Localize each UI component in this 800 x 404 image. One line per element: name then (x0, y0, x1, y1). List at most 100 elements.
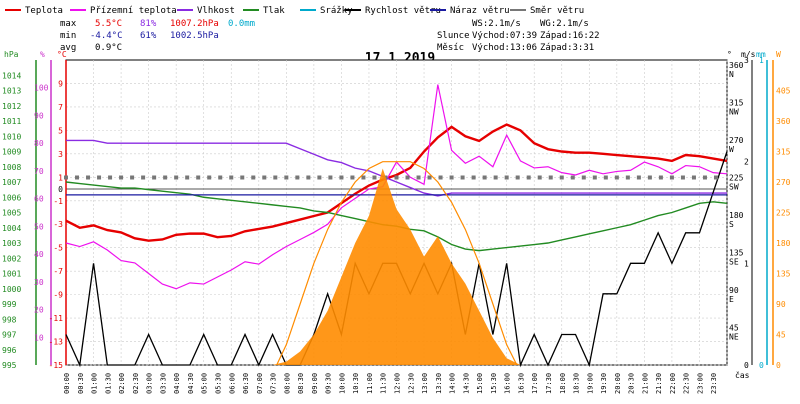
x-tick-6: 03:00 (146, 373, 154, 394)
series-point-6-47 (581, 175, 586, 180)
x-tick-7: 03:30 (159, 373, 167, 394)
direction-compass-6: NW (729, 108, 739, 117)
series-point-6-7 (141, 175, 146, 180)
pressure-tick-0: 995 (2, 361, 17, 370)
solar-tick-7: 315 (776, 148, 791, 157)
series-point-6-27 (361, 175, 366, 180)
series-point-6-51 (625, 175, 630, 180)
series-point-6-53 (647, 175, 652, 180)
pressure-tick-19: 1014 (2, 71, 21, 80)
series-point-6-42 (526, 175, 531, 180)
series-point-6-19 (273, 175, 278, 180)
legend-label-3: Tlak (263, 6, 285, 16)
series-point-6-8 (152, 175, 157, 180)
stats-block: max 5.5°C 81% 1007.2hPa 0.0mm min -4.4°C… (60, 19, 255, 53)
series-point-6-18 (262, 175, 267, 180)
temperature-tick-4: -7 (53, 267, 63, 276)
humidity-tick-7: 80 (34, 139, 44, 148)
series-point-6-30 (394, 175, 399, 180)
pressure-tick-2: 997 (2, 331, 17, 340)
humidity-tick-8: 90 (34, 111, 44, 120)
x-tick-41: 20:30 (628, 373, 636, 394)
x-tick-42: 21:00 (641, 373, 649, 394)
series-point-6-35 (449, 175, 454, 180)
series-point-6-28 (372, 175, 377, 180)
pressure-tick-9: 1004 (2, 224, 21, 233)
x-tick-37: 18:30 (573, 373, 581, 394)
x-tick-19: 09:30 (325, 373, 333, 394)
pressure-tick-4: 999 (2, 300, 17, 309)
wind-tick-0: 0 (744, 361, 749, 370)
x-tick-22: 11:00 (366, 373, 374, 394)
stat-avg-label: avg (60, 43, 76, 53)
series-point-6-40 (504, 175, 509, 180)
solar-tick-9: 405 (776, 87, 791, 96)
series-point-6-49 (603, 175, 608, 180)
series-point-6-36 (460, 175, 465, 180)
temperature-tick-9: 3 (58, 150, 63, 159)
x-tick-15: 07:30 (270, 373, 278, 394)
x-tick-3: 01:30 (104, 373, 112, 394)
direction-compass-3: S (729, 220, 734, 229)
moonrise: Východ:13:06 (472, 43, 537, 53)
stat-max-hum: 81% (140, 19, 157, 29)
series-point-6-46 (570, 175, 575, 180)
pressure-tick-6: 1001 (2, 270, 21, 279)
x-tick-8: 04:00 (173, 373, 181, 394)
series-point-6-26 (350, 175, 355, 180)
wind-axis: 0 1 2 3m/s (741, 50, 756, 370)
pressure-tick-15: 1010 (2, 132, 21, 141)
x-tick-30: 15:00 (476, 373, 484, 394)
series-point-6-9 (163, 175, 168, 180)
x-tick-4: 02:00 (118, 373, 126, 394)
series-point-6-55 (669, 175, 674, 180)
x-tick-5: 02:30 (132, 373, 140, 394)
series-point-6-34 (438, 175, 443, 180)
direction-compass-2: SE (729, 258, 739, 267)
stat-avg-temp: 0.9°C (95, 43, 122, 53)
x-tick-45: 22:30 (683, 373, 691, 394)
pressure-tick-12: 1007 (2, 178, 21, 187)
series-point-6-33 (427, 175, 432, 180)
direction-compass-0: NE (729, 333, 739, 342)
x-tick-2: 01:00 (91, 373, 99, 394)
series-point-6-11 (185, 175, 190, 180)
solar-tick-2: 90 (776, 300, 786, 309)
pressure-tick-10: 1005 (2, 209, 21, 218)
legend-label-6: Náraz větru (450, 6, 510, 16)
temperature-extra-tick-0: 0 (58, 185, 63, 194)
series-point-6-20 (284, 175, 289, 180)
x-tick-13: 06:30 (242, 373, 250, 394)
direction-tick-0: 45 (729, 324, 739, 333)
humidity-tick-4: 50 (34, 222, 44, 231)
x-tick-44: 22:00 (669, 373, 677, 394)
x-tick-46: 23:00 (696, 373, 704, 394)
x-tick-39: 19:30 (600, 373, 608, 394)
direction-tick-1: 90 (729, 286, 739, 295)
solar-tick-0: 0 (776, 361, 781, 370)
legend-label-7: Směr větru (530, 6, 584, 16)
x-tick-28: 14:00 (449, 373, 457, 394)
sun-moon-block: WS:2.1m/s WG:2.1m/s Slunce Východ:07:39 … (437, 19, 600, 53)
x-tick-25: 12:30 (407, 373, 415, 394)
series-point-6-10 (174, 175, 179, 180)
series-7 (272, 168, 521, 365)
humidity-tick-1: 20 (34, 306, 44, 315)
solar-tick-4: 180 (776, 239, 791, 248)
sun-label: Slunce (437, 31, 470, 41)
wg-value: WG:2.1m/s (540, 19, 589, 29)
sunrise: Východ:07:39 (472, 31, 537, 41)
x-tick-29: 14:30 (462, 373, 470, 394)
series-point-6-17 (251, 175, 256, 180)
direction-compass-1: E (729, 295, 734, 304)
series-point-6-3 (97, 175, 102, 180)
x-tick-17: 08:30 (297, 373, 305, 394)
series-point-6-59 (713, 175, 718, 180)
x-tick-27: 13:30 (435, 373, 443, 394)
legend: Teplota Přízemní teplota Vlhkost Tlak Srážky… (5, 6, 584, 16)
x-tick-11: 05:30 (214, 373, 222, 394)
series-point-6-48 (592, 175, 597, 180)
